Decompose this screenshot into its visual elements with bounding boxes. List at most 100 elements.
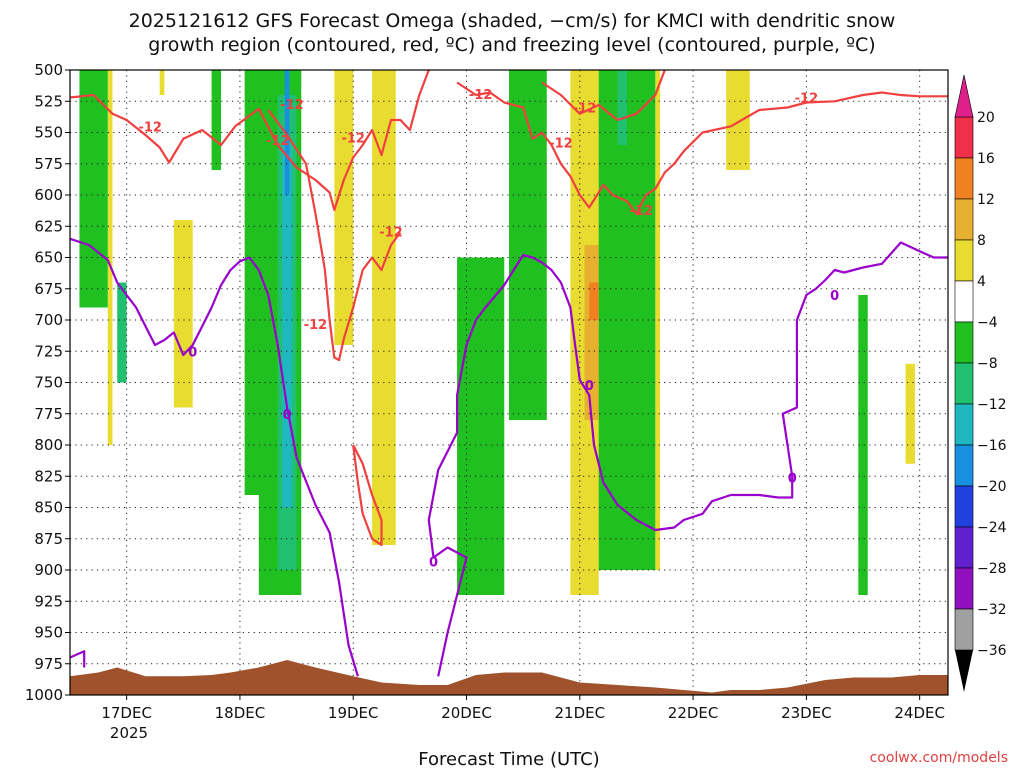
omega-shading xyxy=(79,70,915,595)
omega-region-downward-i xyxy=(457,257,505,595)
colorbar-band-2 xyxy=(954,157,974,200)
freezing-contour-label-1: 0 xyxy=(188,345,197,360)
x-tick-label-17dec: 17DEC xyxy=(101,704,152,722)
colorbar-band-1 xyxy=(954,116,974,159)
colorbar-label-14: −36 xyxy=(977,643,1007,659)
freezing-contour-left xyxy=(69,237,359,677)
omega-region-downward-m xyxy=(641,220,651,270)
y-tick-label-725: 725 xyxy=(34,342,63,360)
colorbar-label-8: −12 xyxy=(977,397,1007,413)
omega-region-upward-h xyxy=(655,70,661,570)
freezing-contour-main xyxy=(427,241,948,677)
freezing-contour-label-3: 0 xyxy=(429,555,438,570)
y-tick-label-775: 775 xyxy=(34,405,63,423)
dgz-contour-label-8: -12 xyxy=(549,137,573,152)
omega-region-upward-e xyxy=(372,70,396,545)
x-axis: 17DEC 18DEC 19DEC 20DEC 21DEC 22DEC 23DEC 24DEC xyxy=(101,695,945,722)
credit-link[interactable]: coolwx.com/models xyxy=(870,750,1008,766)
omega-region-upward-c xyxy=(173,220,193,408)
dgz-contour-right-upper xyxy=(541,69,666,122)
colorbar-band-3 xyxy=(954,198,974,241)
dgz-contour-label-6: -12 xyxy=(304,318,328,333)
omega-region-upward-a xyxy=(107,70,113,445)
dgz-contour-right xyxy=(456,81,948,215)
omega-region-upward-d xyxy=(334,70,354,345)
colorbar-label-5: 4 xyxy=(977,274,986,290)
grid-lines xyxy=(70,70,948,695)
colorbar-band-13 xyxy=(954,608,974,651)
dgz-contour-label-2: -12 xyxy=(266,134,290,149)
colorbar-label-11: −24 xyxy=(977,520,1007,536)
omega-region-upward-l xyxy=(589,282,599,320)
colorbar-label-10: −20 xyxy=(977,479,1007,495)
terrain-fill xyxy=(70,660,948,695)
dgz-contour-label-11: -12 xyxy=(795,92,819,107)
colorbar: 20 16 12 8 4 −4 −8 −12 −16 −20 −24 −28 −32 −36 xyxy=(954,74,1007,692)
colorbar-label-9: −16 xyxy=(977,438,1007,454)
colorbar-band-12 xyxy=(954,567,974,610)
colorbar-label-7: −8 xyxy=(977,356,998,372)
chart-title-line-2: growth region (contoured, red, ºC) and f… xyxy=(148,34,875,56)
colorbar-under-arrow xyxy=(955,650,973,692)
colorbar-label-13: −32 xyxy=(977,602,1007,618)
dgz-contour-middle xyxy=(267,109,402,362)
y-tick-label-825: 825 xyxy=(34,467,63,485)
colorbar-label-3: 12 xyxy=(977,192,995,208)
dgz-contour-low-loop xyxy=(352,444,383,547)
colorbar-label-2: 16 xyxy=(977,151,995,167)
dgz-contour-label-4: -12 xyxy=(341,132,365,147)
dgz-contour-upper xyxy=(69,69,430,212)
freezing-contour-label-4: 0 xyxy=(585,379,594,394)
freezing-contour-label-2: 0 xyxy=(283,408,292,423)
colorbar-label-4: 8 xyxy=(977,233,986,249)
y-tick-label-750: 750 xyxy=(34,374,63,392)
colorbar-band-4 xyxy=(954,239,974,282)
y-tick-label-975: 975 xyxy=(34,655,63,673)
x-tick-label-24dec: 24DEC xyxy=(894,704,945,722)
omega-region-downward-l xyxy=(617,70,628,145)
omega-region-upward-b xyxy=(159,70,165,95)
y-tick-label-550: 550 xyxy=(34,124,63,142)
dgz-contour-label-1: -12 xyxy=(138,120,162,135)
omega-region-downward-c xyxy=(211,70,222,170)
dgz-contour-label-5: -12 xyxy=(379,225,403,240)
y-tick-label-900: 900 xyxy=(34,561,63,579)
freezing-contour-label-5: 0 xyxy=(788,472,797,487)
y-tick-label-675: 675 xyxy=(34,280,63,298)
colorbar-band-9 xyxy=(954,444,974,487)
freezing-level-contours xyxy=(69,237,948,677)
colorbar-label-12: −28 xyxy=(977,561,1007,577)
x-tick-label-19dec: 19DEC xyxy=(328,704,379,722)
y-tick-label-600: 600 xyxy=(34,186,63,204)
freezing-contour-corner xyxy=(69,650,86,668)
colorbar-label-6: −4 xyxy=(977,315,998,331)
x-tick-label-23dec: 23DEC xyxy=(781,704,832,722)
colorbar-band-7 xyxy=(954,362,974,405)
dgz-contour-label-9: -12 xyxy=(573,102,597,117)
y-tick-label-625: 625 xyxy=(34,217,63,235)
dgz-contour-label-10: -12 xyxy=(629,204,653,219)
y-tick-label-800: 800 xyxy=(34,436,63,454)
y-tick-label-500: 500 xyxy=(34,61,63,79)
colorbar-band-10 xyxy=(954,485,974,528)
omega-region-upward-i xyxy=(726,70,750,170)
colorbar-over-arrow xyxy=(954,74,974,118)
omega-region-downward-g xyxy=(282,145,292,508)
omega-region-downward-a xyxy=(79,70,108,308)
y-tick-label-575: 575 xyxy=(34,155,63,173)
y-tick-label-1000: 1000 xyxy=(25,686,63,704)
colorbar-band-6 xyxy=(954,321,974,364)
y-tick-label-650: 650 xyxy=(34,249,63,267)
colorbar-bands xyxy=(954,74,974,692)
x-tick-label-21dec: 21DEC xyxy=(555,704,606,722)
colorbar-band-8 xyxy=(954,403,974,446)
y-tick-label-925: 925 xyxy=(34,592,63,610)
terrain-surface xyxy=(70,660,948,695)
omega-region-downward-b xyxy=(117,282,127,383)
y-tick-label-950: 950 xyxy=(34,624,63,642)
colorbar-labels: 20 16 12 8 4 −4 −8 −12 −16 −20 −24 −28 −32 −36 xyxy=(977,110,1007,659)
y-tick-label-850: 850 xyxy=(34,499,63,517)
y-axis: 500 525 550 575 600 625 650 675 700 725 750 775 800 8… xyxy=(25,61,70,704)
x-axis-title: Forecast Time (UTC) xyxy=(418,749,599,768)
